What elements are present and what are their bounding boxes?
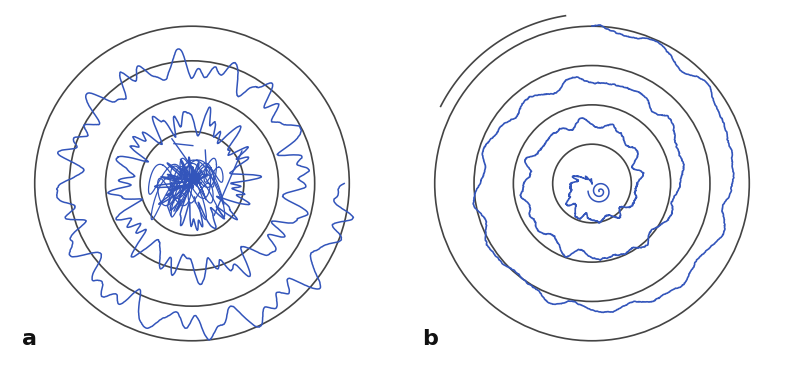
Text: b: b xyxy=(422,329,438,349)
Text: a: a xyxy=(22,329,37,349)
